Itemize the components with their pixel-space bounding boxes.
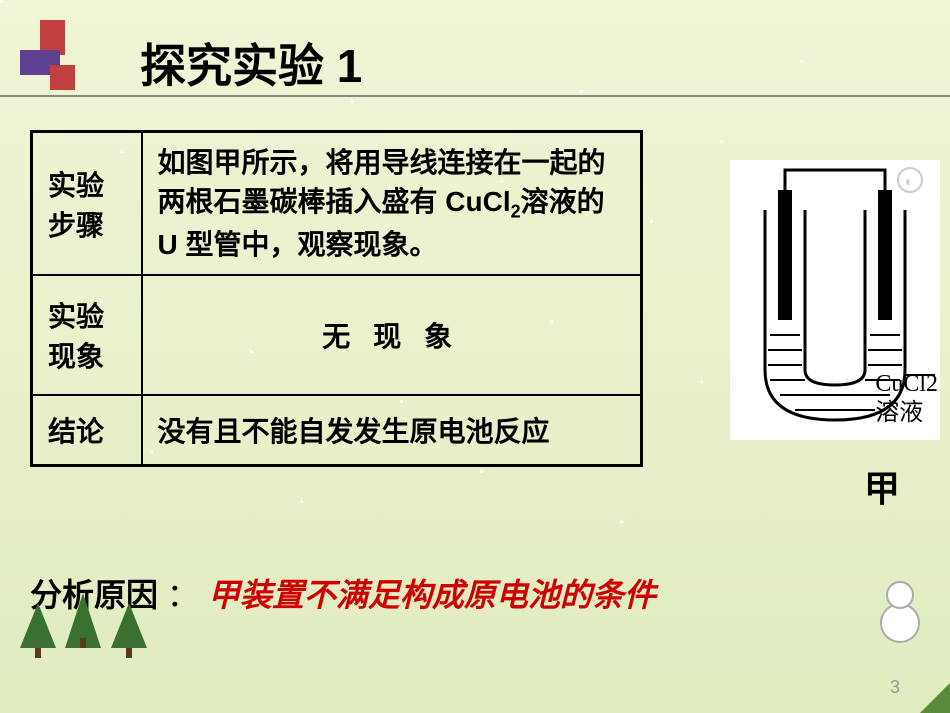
svg-text:◐: ◐ (905, 173, 913, 189)
row-header-conclusion: 结论 (32, 395, 142, 465)
title-underline (0, 95, 950, 97)
row-header-phenomenon: 实验现象 (32, 275, 142, 395)
analysis-reason: 甲装置不满足构成原电池的条件 (208, 577, 656, 613)
tree-decoration (20, 593, 152, 653)
row-content-steps: 如图甲所示，将用导线连接在一起的两根石墨碳棒插入盛有 CuCl2溶液的U 型管中… (142, 132, 642, 276)
diagram-label: CuCl2 溶液 (875, 370, 938, 428)
page-number: 3 (890, 677, 900, 698)
row-content-conclusion: 没有且不能自发发生原电池反应 (142, 395, 642, 465)
experiment-table: 实验步骤 如图甲所示，将用导线连接在一起的两根石墨碳棒插入盛有 CuCl2溶液的… (30, 130, 643, 467)
corner-fold (920, 683, 950, 713)
row-header-steps: 实验步骤 (32, 132, 142, 276)
row-content-phenomenon: 无 现 象 (142, 275, 642, 395)
diagram-caption: 甲 (864, 460, 900, 512)
snowman-decoration (880, 603, 920, 643)
slide-title: 探究实验 1 (140, 30, 362, 96)
